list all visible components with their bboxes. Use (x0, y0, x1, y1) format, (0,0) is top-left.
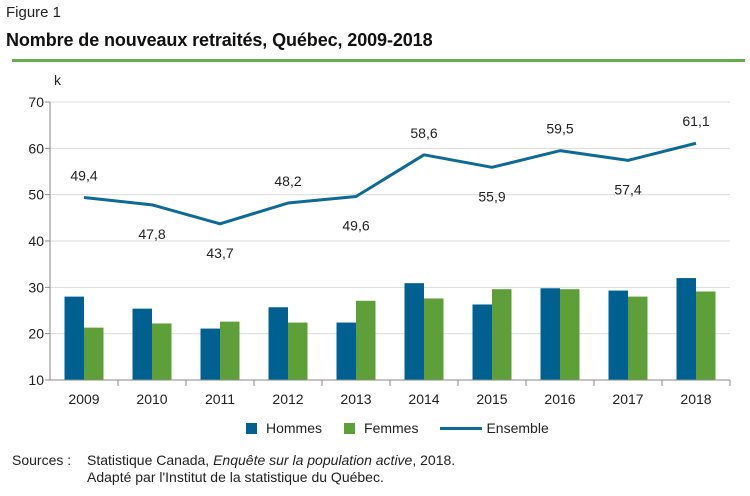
bars (64, 278, 716, 380)
x-tick-label: 2015 (476, 391, 507, 407)
data-label-ensemble: 61,1 (682, 113, 709, 129)
x-tick-label: 2012 (272, 391, 303, 407)
chart: 10 20 30 40 50 60 70 2009 2010 2011 2012 2013 2014 20… (28, 72, 731, 407)
legend-swatch-hommes (246, 422, 257, 434)
sources-text: Statistique Canada, (87, 452, 214, 468)
ensemble-line (83, 141, 697, 226)
data-label-ensemble: 55,9 (478, 188, 505, 204)
bar-femmes (492, 289, 512, 380)
y-tick-label: 70 (28, 94, 44, 110)
bar-hommes (268, 307, 288, 380)
data-label-ensemble: 57,4 (614, 181, 641, 197)
bar-femmes (696, 291, 716, 380)
bar-femmes (152, 323, 172, 380)
legend-label-femmes: Femmes (364, 420, 419, 436)
x-tick-label: 2013 (340, 391, 371, 407)
bar-hommes (472, 304, 492, 380)
ensemble-line-group (83, 141, 697, 226)
bar-hommes (540, 288, 560, 380)
bar-femmes (356, 300, 376, 380)
data-label-ensemble: 43,7 (206, 245, 233, 261)
legend-label-ensemble: Ensemble (486, 420, 549, 436)
bar-femmes (84, 327, 104, 380)
x-tick-label: 2009 (68, 391, 99, 407)
y-tick-label: 50 (28, 187, 44, 203)
data-label-ensemble: 49,4 (70, 167, 97, 183)
data-label-ensemble: 48,2 (274, 173, 301, 189)
y-tick-label: 30 (28, 279, 44, 295)
legend-label-hommes: Hommes (266, 420, 323, 436)
data-label-ensemble: 59,5 (546, 121, 573, 137)
bar-femmes (628, 296, 648, 380)
axes: 10 20 30 40 50 60 70 2009 2010 2011 2012 2013 2014 20… (28, 94, 731, 407)
sources-line-2: Adapté par l'Institut de la statistique … (87, 469, 384, 485)
x-tick-label: 2018 (680, 391, 711, 407)
labels: 49,4 47,8 43,7 48,2 49,6 58,6 55,9 59,5 57,4 61,1 (70, 113, 709, 261)
x-tick-label: 2011 (205, 391, 235, 407)
sources-note: Sources : Statistique Canada, Enquête su… (12, 452, 455, 486)
y-tick-label: 20 (28, 326, 44, 342)
legend-item-hommes: Hommes (246, 420, 322, 436)
bar-hommes (132, 308, 152, 380)
legend-item-femmes: Femmes (344, 420, 418, 436)
chart-title: Nombre de nouveaux retraités, Québec, 20… (6, 30, 433, 50)
bar-hommes (336, 322, 356, 380)
data-label-ensemble: 49,6 (342, 218, 369, 234)
y-tick-label: 10 (28, 372, 44, 388)
legend-swatch-femmes (344, 422, 356, 434)
legend-line-ensemble (440, 426, 483, 430)
bar-hommes (200, 328, 220, 380)
figure-label: Figure 1 (6, 4, 62, 21)
x-tick-label: 2017 (612, 391, 643, 407)
bar-femmes (560, 289, 580, 380)
sources-line-1: Statistique Canada, Enquête sur la popul… (87, 452, 455, 469)
data-label-ensemble: 58,6 (410, 125, 437, 141)
title-rule (12, 59, 745, 62)
x-tick-label: 2016 (544, 391, 575, 407)
sources-text-suffix: , 2018. (412, 452, 456, 468)
y-axis-label: k (54, 72, 62, 88)
x-tick-label: 2010 (136, 391, 167, 407)
bar-femmes (288, 322, 308, 380)
y-tick-label: 40 (28, 233, 44, 249)
bar-hommes (64, 296, 84, 380)
bar-femmes (424, 298, 444, 380)
bar-hommes (404, 283, 424, 380)
sources-survey-title: Enquête sur la population active (213, 452, 413, 468)
bar-femmes (220, 321, 240, 380)
legend: Hommes Femmes Ensemble (246, 420, 571, 436)
y-tick-label: 60 (28, 140, 44, 156)
bar-hommes (608, 290, 628, 380)
sources-label: Sources : (12, 452, 72, 468)
bar-hommes (676, 278, 696, 380)
x-tick-label: 2014 (408, 391, 439, 407)
data-label-ensemble: 47,8 (138, 226, 165, 242)
legend-item-ensemble: Ensemble (440, 420, 549, 436)
